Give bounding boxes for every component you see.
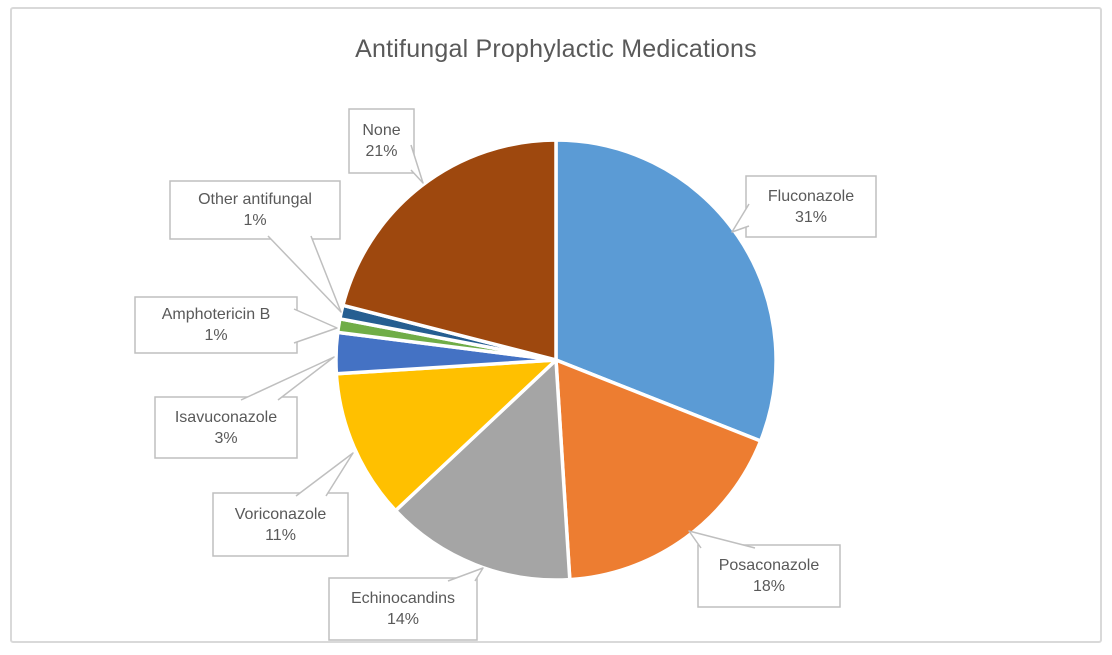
data-label-box-other-antifungal[interactable] xyxy=(169,180,341,240)
pie-slice-none[interactable] xyxy=(341,138,558,362)
data-label-name: Amphotericin B xyxy=(161,306,271,323)
pie-slice-posaconazole[interactable] xyxy=(554,358,763,582)
chart-title: Antifungal Prophylactic Medications xyxy=(355,35,757,63)
data-label-name: Voriconazole xyxy=(234,505,327,523)
callout-pointer-amphotericin-b xyxy=(293,308,338,344)
data-label-box-echinocandins[interactable] xyxy=(328,577,478,641)
data-label-voriconazole[interactable]: Voriconazole 11% xyxy=(213,493,348,556)
callout-pointer-isavuconazole xyxy=(240,356,335,401)
data-label-name: Isavuconazole xyxy=(174,408,278,426)
data-label-name: Other antifungal xyxy=(198,191,312,208)
data-label-other-antifungal[interactable]: Other antifungal 1% xyxy=(170,181,340,239)
callout-pointer-echinocandins xyxy=(447,567,484,582)
callout-pointer-voriconazole xyxy=(295,452,354,497)
data-label-name: None xyxy=(362,122,401,139)
data-label-pct: 1% xyxy=(243,212,267,229)
data-label-fluconazole[interactable]: Fluconazole 31% xyxy=(746,176,876,237)
data-label-pct: 3% xyxy=(214,429,238,447)
data-label-name: Fluconazole xyxy=(767,187,855,205)
data-label-pct: 21% xyxy=(365,143,398,160)
data-label-box-voriconazole[interactable] xyxy=(212,492,349,557)
data-label-amphotericin-b[interactable]: Amphotericin B 1% xyxy=(135,297,297,353)
pie-slice-echinocandins[interactable] xyxy=(393,358,572,582)
pie-slice-fluconazole[interactable] xyxy=(554,138,778,443)
data-label-isavuconazole[interactable]: Isavuconazole 3% xyxy=(155,397,297,458)
callout-pointer-none xyxy=(410,144,424,184)
pie-slice-voriconazole[interactable] xyxy=(334,358,558,513)
data-label-box-fluconazole[interactable] xyxy=(745,175,877,238)
data-label-posaconazole[interactable]: Posaconazole 18% xyxy=(698,545,840,607)
data-label-box-posaconazole[interactable] xyxy=(697,544,841,608)
callout-pointer-posaconazole xyxy=(688,530,756,549)
data-label-box-none[interactable] xyxy=(348,108,415,174)
data-label-box-isavuconazole[interactable] xyxy=(154,396,298,459)
callout-pointer-fluconazole xyxy=(731,203,750,233)
data-label-none[interactable]: None 21% xyxy=(349,109,414,173)
data-label-name: Posaconazole xyxy=(718,557,820,574)
data-label-pct: 1% xyxy=(204,327,228,344)
callout-pointer-other-antifungal xyxy=(267,235,342,313)
data-label-pct: 18% xyxy=(752,578,786,595)
data-label-echinocandins[interactable]: Echinocandins 14% xyxy=(329,578,477,640)
data-label-pct: 11% xyxy=(265,526,296,544)
data-label-name: Echinocandins xyxy=(350,590,456,607)
data-label-pct: 14% xyxy=(386,611,420,628)
data-label-pct: 31% xyxy=(794,208,828,226)
